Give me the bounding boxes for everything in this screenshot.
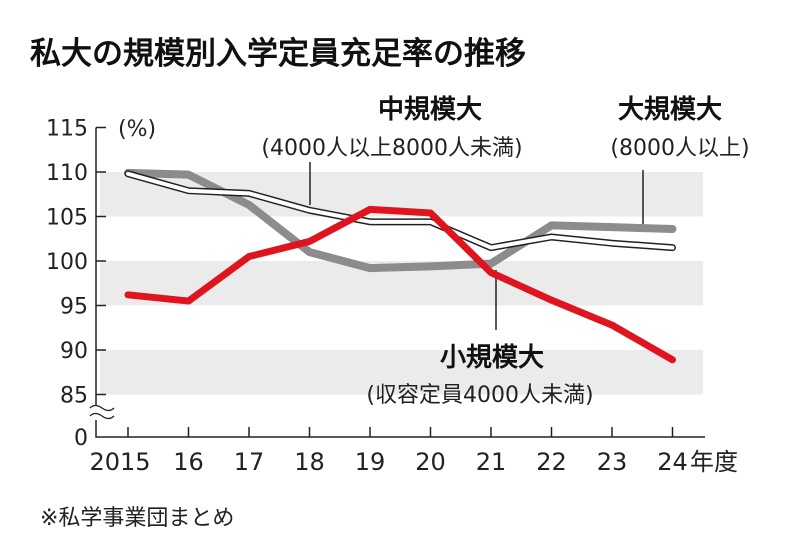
x-tick-label: 23 <box>597 448 628 476</box>
y-tick-label: 90 <box>60 339 88 364</box>
chart-title: 私大の規模別入学定員充足率の推移 <box>30 36 526 72</box>
x-tick-label: 17 <box>234 448 265 476</box>
note-large: (8000人以上) <box>610 136 749 161</box>
grid-band <box>100 350 703 395</box>
y-tick-label: 105 <box>46 206 88 231</box>
x-tick-label: 22 <box>536 448 567 476</box>
y-axis: 115 110 105 100 95 90 85 0 <box>46 117 705 451</box>
y-tick-label: 95 <box>60 295 88 320</box>
x-tick-label: 20 <box>415 448 446 476</box>
x-tick-label: 18 <box>294 448 325 476</box>
note-medium: (4000人以上8000人未満) <box>261 136 522 161</box>
y-tick-label: 85 <box>60 384 88 409</box>
y-unit-label: (%) <box>118 117 156 142</box>
series-lines <box>124 168 677 364</box>
series-line-small <box>124 205 676 364</box>
y-tick-label: 0 <box>74 426 88 451</box>
series-line-large <box>126 171 675 250</box>
label-medium: 中規模大 <box>378 95 482 125</box>
y-tick-label: 100 <box>46 250 88 275</box>
axis-line <box>95 127 705 438</box>
x-tick-label: 24 <box>657 448 688 476</box>
x-tick-label: 2015 <box>89 448 150 476</box>
source-note: ※私学事業団まとめ <box>40 506 234 531</box>
label-small: 小規模大 <box>440 343 544 373</box>
y-tick-label: 110 <box>46 161 88 186</box>
x-tick-label: 16 <box>173 448 204 476</box>
note-small: (収容定員4000人未満) <box>366 383 593 408</box>
x-tick-label: 19 <box>355 448 386 476</box>
label-large: 大規模大 <box>618 95 722 125</box>
grid-bands <box>100 172 703 395</box>
y-tick-label: 115 <box>46 117 88 142</box>
x-axis-label: 年度 <box>690 448 738 476</box>
axis-break-icon <box>89 404 115 420</box>
x-tick-label: 21 <box>476 448 507 476</box>
x-axis: 2015 16 17 18 19 20 21 22 23 24 年度 <box>89 427 738 476</box>
